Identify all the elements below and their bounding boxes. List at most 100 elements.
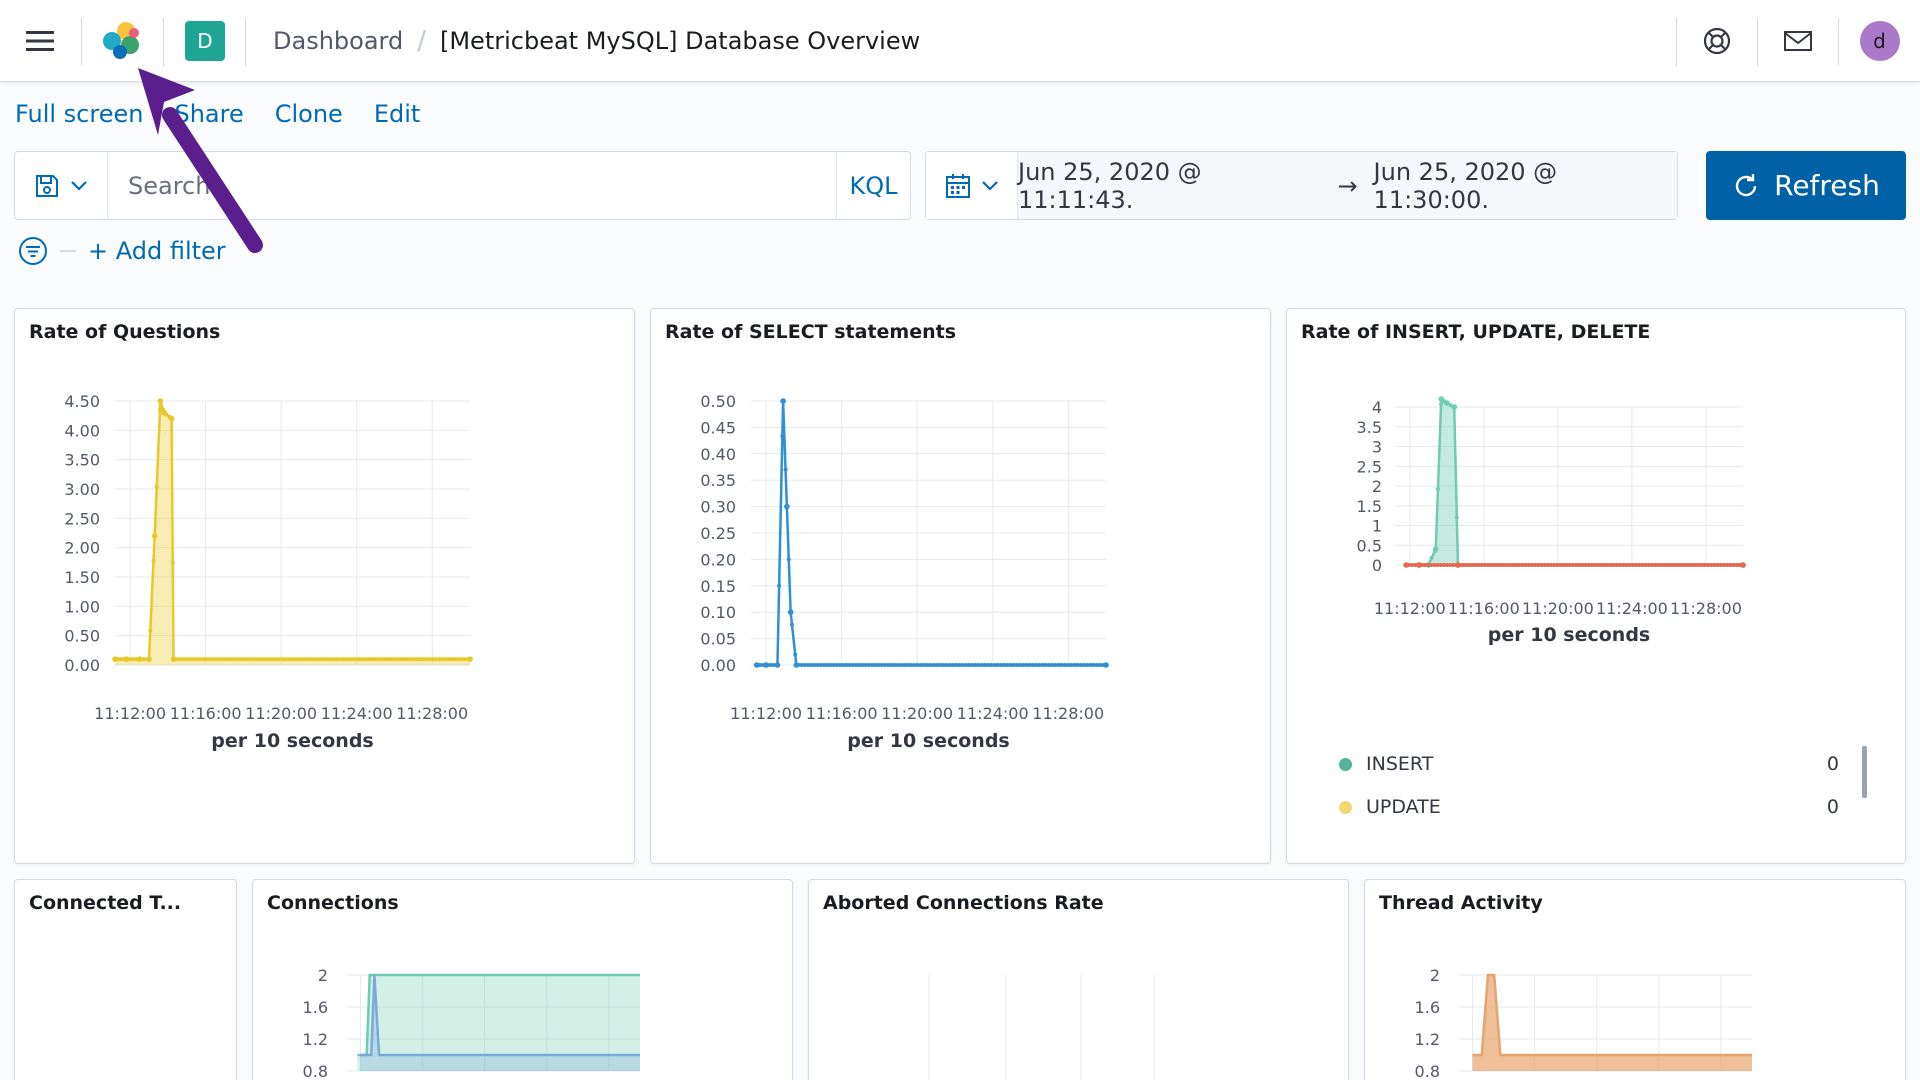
data-point	[784, 503, 790, 510]
header-divider	[163, 18, 164, 66]
breadcrumb-dashboard-link[interactable]: Dashboard	[273, 27, 404, 55]
query-language-button[interactable]: KQL	[836, 152, 910, 219]
y-tick-label: 2.50	[64, 509, 100, 528]
data-point	[1046, 663, 1051, 667]
end-date-button[interactable]: Jun 25, 2020 @ 11:30:00.	[1373, 157, 1558, 214]
y-tick-label: 0.45	[700, 418, 736, 437]
data-point	[1548, 563, 1553, 567]
help-menu-button[interactable]	[1677, 0, 1757, 82]
y-tick-label: 0.50	[700, 392, 736, 411]
data-point	[112, 656, 118, 662]
saved-query-button[interactable]	[15, 152, 108, 219]
x-tick-label: 11:24:00	[1596, 599, 1668, 618]
data-point	[838, 663, 843, 667]
data-point	[289, 657, 294, 662]
legend-scrollbar[interactable]	[1862, 746, 1867, 798]
data-point	[992, 663, 997, 667]
data-point	[886, 663, 891, 667]
data-point	[976, 663, 981, 667]
data-point	[1030, 663, 1035, 667]
data-point	[1053, 663, 1058, 667]
legend-item-insert[interactable]: INSERT 0	[1339, 753, 1839, 775]
data-point	[989, 663, 994, 667]
x-tick-label: 11:28:00	[1670, 599, 1742, 618]
filter-bar: + Add filter	[18, 236, 226, 266]
data-point	[1507, 563, 1512, 567]
add-filter-button[interactable]: + Add filter	[88, 237, 226, 265]
x-tick-label: 11:12:00	[94, 704, 166, 723]
data-point	[1498, 563, 1503, 567]
data-point	[467, 656, 473, 662]
data-point	[873, 663, 878, 667]
data-point	[1011, 663, 1016, 667]
data-point	[231, 657, 236, 662]
legend-item-update[interactable]: UPDATE 0	[1339, 796, 1839, 818]
data-point	[170, 656, 177, 662]
data-point	[446, 657, 451, 662]
data-point	[780, 398, 786, 404]
data-point	[963, 663, 968, 667]
data-point	[215, 657, 220, 662]
menu-toggle-button[interactable]	[10, 0, 70, 82]
data-point	[196, 657, 201, 662]
data-point	[1599, 563, 1604, 567]
y-tick-label: 2.00	[64, 539, 100, 558]
data-point	[793, 652, 798, 657]
data-point	[937, 663, 942, 667]
data-point	[1470, 563, 1475, 567]
data-point	[934, 663, 939, 667]
data-point	[417, 657, 422, 662]
user-menu-button[interactable]: d	[1839, 0, 1920, 82]
data-point	[148, 628, 153, 633]
data-point	[841, 663, 846, 667]
full-screen-link[interactable]: Full screen	[15, 100, 144, 128]
header-divider	[1757, 18, 1758, 66]
data-point	[123, 656, 130, 662]
data-point	[251, 657, 256, 662]
data-point	[1049, 663, 1054, 667]
data-point	[1037, 663, 1042, 667]
data-point	[905, 663, 910, 667]
data-point	[1718, 563, 1723, 567]
quick-select-button[interactable]	[926, 152, 1018, 219]
date-picker: Jun 25, 2020 @ 11:11:43. → Jun 25, 2020 …	[925, 151, 1678, 220]
header-divider	[1676, 18, 1677, 66]
data-point	[1441, 563, 1446, 567]
data-point	[273, 657, 278, 662]
search-input[interactable]: Search	[128, 171, 211, 200]
space-selector-button[interactable]: D	[175, 0, 235, 82]
data-point	[1671, 563, 1676, 567]
data-point	[286, 657, 291, 662]
x-tick-label: 11:20:00	[1522, 599, 1594, 618]
data-point	[1455, 562, 1461, 568]
data-point	[1633, 563, 1638, 567]
y-tick-label: 4	[1372, 398, 1382, 417]
arrow-right-icon: →	[1337, 171, 1358, 200]
y-tick-label: 0.05	[700, 630, 736, 649]
data-point	[854, 663, 859, 667]
filter-options-icon[interactable]	[18, 236, 48, 266]
newsfeed-button[interactable]	[1758, 0, 1838, 82]
data-point	[1017, 663, 1022, 667]
data-point	[1699, 563, 1704, 567]
data-point	[876, 663, 881, 667]
data-point	[1043, 663, 1048, 667]
clone-link[interactable]: Clone	[274, 100, 343, 128]
share-link[interactable]: Share	[174, 100, 244, 128]
data-point	[1684, 563, 1689, 567]
data-point	[863, 663, 868, 667]
data-point	[1592, 563, 1597, 567]
data-point	[1529, 563, 1534, 567]
data-point	[132, 657, 137, 662]
data-point	[1082, 663, 1087, 667]
data-point	[1008, 663, 1013, 667]
data-point	[1539, 563, 1544, 567]
series-area	[115, 401, 470, 665]
data-point	[459, 657, 464, 662]
data-point	[146, 656, 152, 662]
refresh-button[interactable]: Refresh	[1706, 151, 1906, 220]
start-date-button[interactable]: Jun 25, 2020 @ 11:11:43.	[1018, 157, 1202, 214]
edit-link[interactable]: Edit	[373, 100, 421, 128]
data-point	[263, 657, 268, 662]
home-logo-button[interactable]	[92, 0, 152, 82]
